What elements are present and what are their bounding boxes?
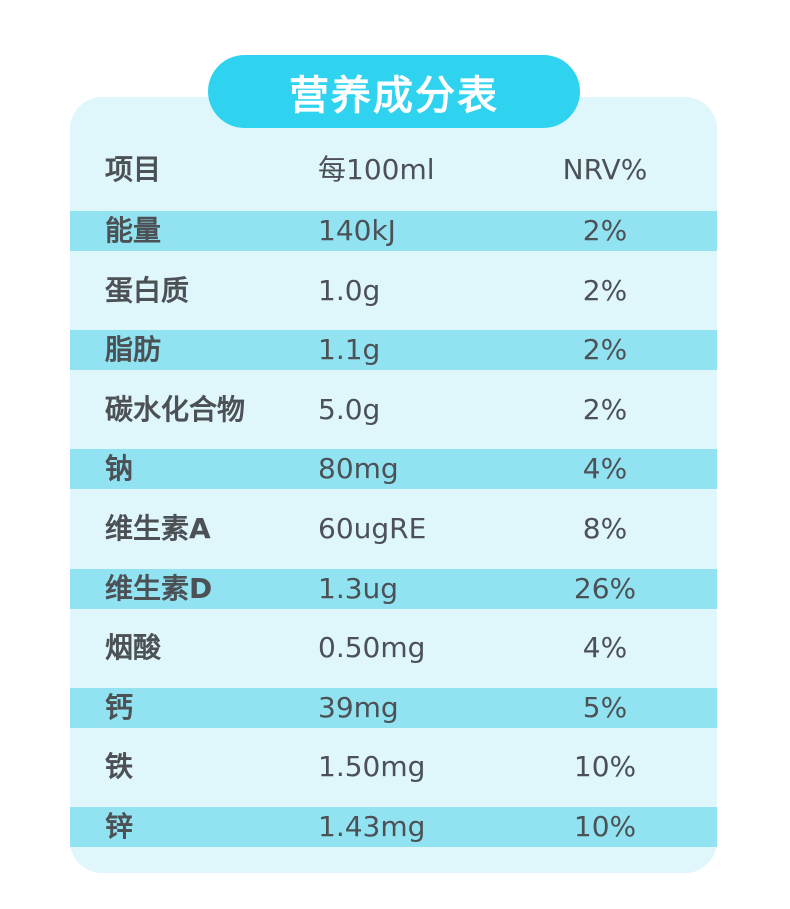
nutrient-name: 碳水化合物: [105, 392, 246, 426]
nutrient-name: 锌: [105, 810, 134, 843]
per-100ml-value: 140kJ: [318, 214, 396, 247]
table-row: 碳水化合物 5.0g 2%: [70, 380, 717, 440]
per-100ml-value: 0.50mg: [318, 631, 426, 665]
nrv-value: 2%: [582, 392, 628, 426]
nrv-value: 2%: [582, 273, 628, 307]
nutrient-name: 钙: [105, 690, 134, 724]
header-per-100ml: 每100ml: [318, 153, 435, 186]
nutrient-name: 维生素A: [105, 512, 211, 545]
nrv-value: 10%: [573, 750, 637, 784]
nutrient-name: 烟酸: [105, 631, 162, 665]
nrv-value: 2%: [582, 214, 628, 247]
per-100ml-value: 1.0g: [318, 273, 381, 307]
nrv-value: 8%: [582, 512, 628, 545]
per-100ml-value: 1.50mg: [318, 750, 426, 784]
nrv-value: 10%: [573, 810, 637, 843]
nutrient-name: 能量: [105, 214, 162, 247]
table-row: 能量 140kJ 2%: [70, 201, 717, 261]
per-100ml-value: 1.3ug: [318, 571, 399, 605]
nutrient-name: 脂肪: [105, 333, 162, 367]
nrv-value: 26%: [573, 571, 637, 605]
table-row: 维生素D 1.3ug 26%: [70, 558, 717, 619]
table-row: 烟酸 0.50mg 4%: [70, 618, 717, 678]
per-100ml-value: 5.0g: [318, 392, 381, 426]
table-row: 铁 1.50mg 10%: [70, 737, 717, 797]
table-row: 脂肪 1.1g 2%: [70, 320, 717, 381]
nrv-value: 2%: [582, 333, 628, 367]
nutrient-name: 维生素D: [105, 571, 213, 605]
table-row: 钙 39mg 5%: [70, 677, 717, 738]
per-100ml-value: 1.1g: [318, 333, 381, 367]
header-nrv: NRV%: [562, 153, 648, 186]
table-row: 钠 80mg 4%: [70, 439, 717, 500]
nrv-value: 4%: [582, 452, 628, 486]
per-100ml-value: 39mg: [318, 690, 399, 724]
per-100ml-value: 60ugRE: [318, 512, 427, 545]
nutrient-name: 铁: [105, 750, 134, 784]
table-row: 蛋白质 1.0g 2%: [70, 261, 717, 321]
nrv-value: 4%: [582, 631, 628, 665]
per-100ml-value: 80mg: [318, 452, 399, 486]
table-row: 锌 1.43mg 10%: [70, 797, 717, 857]
table-row: 维生素A 60ugRE 8%: [70, 499, 717, 559]
nutrient-name: 蛋白质: [105, 273, 190, 307]
nutrient-name: 钠: [105, 452, 134, 486]
per-100ml-value: 1.43mg: [318, 810, 426, 843]
header-item: 项目: [105, 153, 162, 186]
table-header: 项目 每100ml NRV%: [70, 140, 717, 200]
page-title: 营养成分表: [208, 55, 580, 128]
nrv-value: 5%: [582, 690, 628, 724]
